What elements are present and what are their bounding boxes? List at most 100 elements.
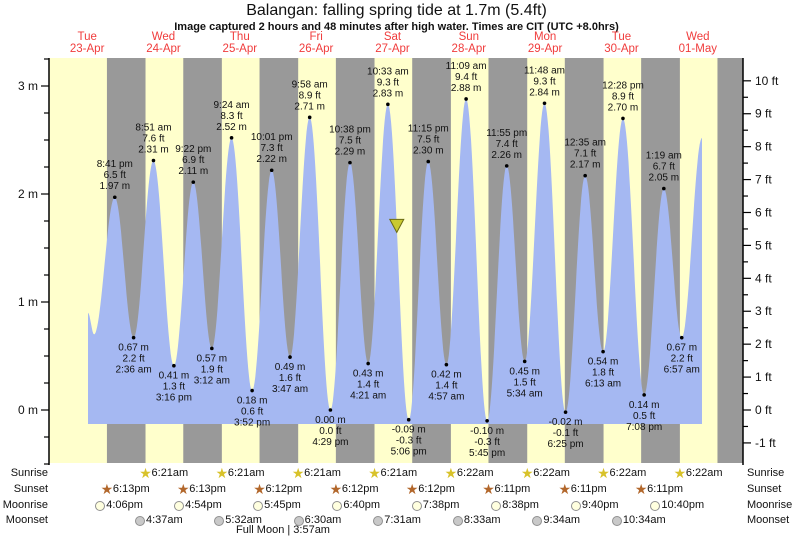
high-tide-label: 7.6 ft: [142, 134, 164, 145]
tide-point-dot: [172, 363, 176, 368]
low-tide-label: -0.09 m: [392, 425, 426, 436]
low-tide-label: 0.14 m: [629, 400, 660, 411]
moonset-icon: [293, 516, 304, 526]
tide-point-dot: [112, 195, 117, 200]
high-tide-label: 6.5 ft: [104, 170, 126, 181]
moonset-time: 5:32am: [225, 514, 262, 526]
high-tide-label: 2.71 m: [294, 101, 325, 112]
tide-point-dot: [406, 417, 411, 422]
high-tide-label: 9:22 pm: [175, 144, 211, 155]
high-tide-label: 8:41 pm: [97, 159, 133, 170]
moonrise-time: 8:38pm: [502, 499, 539, 511]
tide-point-dot: [563, 410, 568, 414]
low-tide-label: 7:08 pm: [626, 422, 662, 433]
moonset-icon: [611, 516, 622, 526]
tide-curve: [88, 99, 702, 424]
day-date-label: 23-Apr: [70, 43, 105, 55]
sunset-time: 6:12pm: [418, 483, 455, 495]
low-tide-label: 1.5 ft: [514, 377, 536, 388]
high-tide-label: 8.9 ft: [612, 91, 634, 102]
moonrise-row-label-right: Moonrise: [747, 499, 793, 511]
high-tide-label: 2.30 m: [413, 146, 444, 157]
sunrise-icon: ★: [368, 465, 381, 481]
high-tide-label: 12:35 am: [564, 138, 606, 149]
tide-point-dot: [151, 158, 156, 163]
sunset-icon: ★: [482, 481, 495, 497]
right-axis-tick-label: 9 ft: [755, 107, 772, 121]
sunrise-time: 6:22am: [533, 467, 570, 479]
high-tide-label: 11:48 am: [524, 65, 565, 76]
right-axis-tick-label: 10 ft: [755, 74, 779, 88]
sunrise-row-label-left: Sunrise: [10, 467, 48, 479]
low-tide-label: -0.3 ft: [396, 436, 422, 447]
tide-point-dot: [269, 168, 274, 173]
high-tide-label: 11:15 pm: [408, 124, 449, 135]
low-tide-label: -0.10 m: [470, 426, 504, 437]
low-tide-label: 4:57 am: [428, 392, 464, 403]
low-tide-label: 0.67 m: [666, 343, 697, 354]
low-tide-label: -0.02 m: [549, 417, 583, 428]
high-tide-label: 2.05 m: [649, 173, 680, 184]
sunset-icon: ★: [176, 481, 190, 497]
right-axis-tick-label: 7 ft: [755, 173, 772, 187]
high-tide-label: 2.52 m: [216, 122, 247, 133]
high-tide-label: 11:09 am: [446, 61, 487, 72]
moonrise-time: 6:40pm: [343, 499, 381, 511]
day-date-label: 25-Apr: [223, 43, 258, 55]
high-tide-label: 10:38 pm: [329, 125, 371, 136]
day-name-label: Sat: [384, 31, 402, 43]
day-date-label: 29-Apr: [528, 43, 563, 55]
tide-point-dot: [288, 355, 292, 359]
sunrise-icon: ★: [444, 465, 458, 481]
moonrise-time: 4:06pm: [106, 499, 143, 511]
day-date-label: 28-Apr: [452, 43, 487, 55]
low-tide-label: 3:47 am: [272, 384, 308, 395]
moonset-icon: [135, 516, 145, 526]
high-tide-label: 7.4 ft: [496, 139, 518, 150]
day-name-label: Tue: [77, 31, 96, 43]
tide-point-dot: [250, 388, 254, 393]
low-tide-label: 3:12 am: [194, 375, 230, 386]
tide-point-dot: [621, 116, 625, 121]
day-name-label: Mon: [534, 31, 556, 43]
chart-subtitle: Image captured 2 hours and 48 minutes af…: [174, 21, 619, 33]
low-tide-label: 0.49 m: [275, 362, 306, 373]
low-tide-label: 4:21 am: [350, 391, 386, 402]
sunrise-time: 6:22am: [609, 467, 647, 479]
low-tide-label: 1.4 ft: [357, 380, 379, 391]
sunset-icon: ★: [100, 481, 114, 497]
moonrise-time: 7:38pm: [422, 499, 460, 511]
high-tide-label: 10:01 pm: [251, 132, 293, 143]
high-tide-label: 8:51 am: [135, 123, 171, 134]
high-tide-label: 7.1 ft: [574, 149, 596, 160]
low-tide-label: -0.1 ft: [553, 428, 579, 439]
high-tide-label: 2.70 m: [608, 102, 639, 113]
moonrise-icon: [174, 501, 185, 511]
moonrise-time: 10:40pm: [661, 499, 705, 511]
low-tide-label: 0.00 m: [315, 415, 346, 426]
high-tide-label: 11:55 pm: [486, 128, 527, 139]
right-axis-tick-label: 0 ft: [755, 403, 772, 417]
right-axis-tick-label: 5 ft: [755, 238, 772, 252]
high-tide-label: 2.84 m: [529, 87, 560, 98]
day-name-label: Thu: [230, 31, 250, 43]
low-tide-label: 0.57 m: [197, 353, 228, 364]
low-tide-label: 1.8 ft: [592, 368, 614, 379]
day-name-label: Wed: [152, 31, 175, 43]
sunset-icon: ★: [253, 481, 266, 497]
left-axis-tick-label: 0 m: [18, 403, 38, 417]
moonrise-icon: [332, 501, 343, 511]
sunset-time: 6:12pm: [265, 483, 303, 495]
sunrise-time: 6:21am: [227, 467, 265, 479]
sunrise-time: 6:22am: [685, 467, 723, 479]
low-tide-label: 6:57 am: [664, 365, 700, 376]
high-tide-label: 9:24 am: [213, 100, 249, 111]
sunrise-time: 6:22am: [456, 467, 494, 479]
high-tide-label: 2.26 m: [491, 150, 522, 161]
high-tide-label: 7.5 ft: [339, 136, 361, 147]
tide-point-dot: [583, 173, 587, 178]
sunset-time: 6:11pm: [647, 483, 683, 495]
tide-point-dot: [229, 136, 234, 140]
low-tide-label: 5:06 pm: [391, 447, 427, 458]
